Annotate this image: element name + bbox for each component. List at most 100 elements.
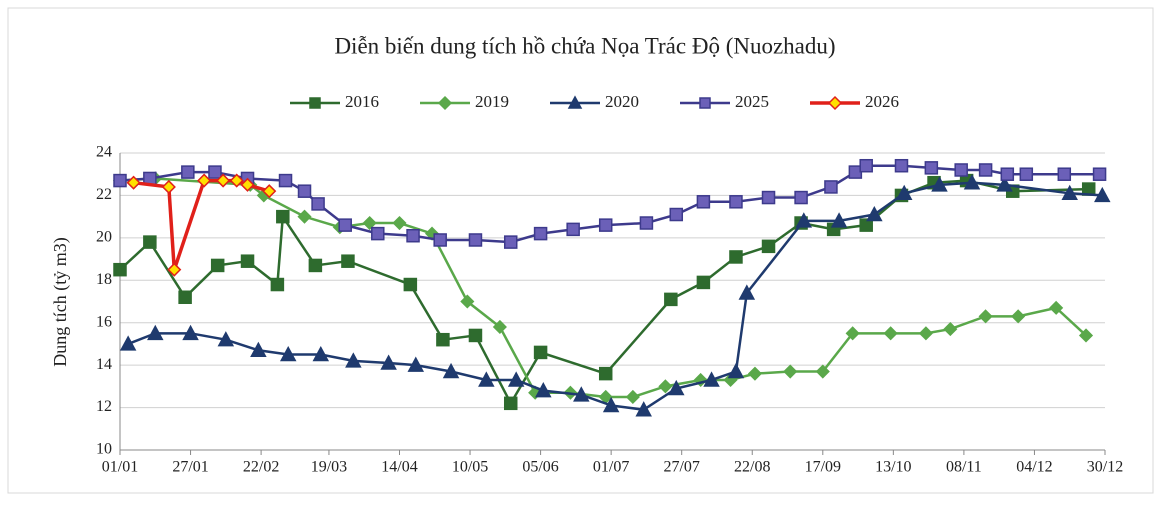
marker bbox=[362, 215, 377, 231]
marker bbox=[866, 205, 883, 222]
marker bbox=[468, 328, 483, 343]
marker bbox=[113, 173, 127, 188]
marker bbox=[403, 277, 418, 292]
marker bbox=[1061, 184, 1078, 201]
marker bbox=[827, 95, 843, 111]
marker bbox=[297, 209, 312, 224]
marker bbox=[978, 163, 993, 177]
marker bbox=[859, 158, 873, 173]
legend-label: 2026 bbox=[865, 92, 899, 111]
x-tick-label: 05/06 bbox=[522, 459, 558, 476]
series-line bbox=[127, 181, 1103, 411]
marker bbox=[312, 345, 330, 362]
marker bbox=[658, 379, 673, 394]
y-axis-label: Dung tích (tỷ m3) bbox=[50, 237, 71, 366]
x-tick-label: 19/03 bbox=[311, 459, 347, 476]
marker bbox=[217, 331, 235, 347]
x-tick-label: 13/10 bbox=[875, 459, 911, 476]
marker bbox=[664, 292, 678, 307]
marker bbox=[278, 173, 293, 188]
x-tick-label: 17/09 bbox=[805, 459, 841, 476]
marker bbox=[924, 161, 939, 175]
marker bbox=[1057, 167, 1072, 181]
marker bbox=[503, 396, 518, 411]
legend-label: 2020 bbox=[605, 92, 639, 111]
marker bbox=[492, 319, 507, 335]
marker bbox=[738, 284, 756, 300]
x-tick-label: 01/01 bbox=[102, 459, 138, 476]
marker bbox=[436, 332, 450, 347]
marker bbox=[602, 396, 620, 413]
marker bbox=[567, 95, 583, 109]
marker bbox=[533, 345, 548, 360]
marker bbox=[535, 382, 552, 398]
marker bbox=[208, 165, 222, 179]
marker bbox=[1000, 167, 1015, 181]
legend-label: 2016 bbox=[345, 92, 379, 111]
marker bbox=[598, 218, 613, 232]
marker bbox=[240, 254, 255, 268]
y-tick-label: 14 bbox=[96, 356, 112, 373]
marker bbox=[279, 345, 297, 362]
marker bbox=[729, 195, 743, 209]
marker bbox=[1092, 167, 1107, 181]
marker bbox=[1094, 186, 1111, 203]
marker bbox=[181, 165, 195, 179]
marker bbox=[309, 97, 321, 109]
x-tick-label: 27/07 bbox=[663, 459, 699, 476]
marker bbox=[167, 262, 182, 277]
x-tick-label: 27/01 bbox=[172, 459, 208, 476]
marker bbox=[703, 371, 720, 387]
marker bbox=[727, 362, 745, 379]
marker bbox=[894, 158, 909, 173]
marker bbox=[113, 262, 127, 277]
marker bbox=[392, 215, 407, 231]
marker bbox=[229, 173, 244, 188]
marker bbox=[747, 366, 763, 381]
marker bbox=[669, 207, 684, 222]
marker bbox=[119, 335, 137, 351]
marker bbox=[639, 216, 654, 230]
marker bbox=[311, 197, 325, 211]
marker bbox=[216, 173, 231, 188]
y-tick-label: 10 bbox=[96, 441, 112, 458]
marker bbox=[573, 386, 590, 402]
marker bbox=[761, 190, 776, 205]
marker bbox=[197, 173, 212, 188]
x-tick-label: 30/12 bbox=[1087, 459, 1123, 476]
marker bbox=[918, 326, 933, 341]
marker bbox=[407, 356, 425, 372]
marker bbox=[963, 174, 981, 190]
chart-title: Diễn biến dung tích hồ chứa Nọa Trác Độ … bbox=[334, 33, 835, 58]
marker bbox=[815, 364, 830, 379]
marker bbox=[345, 352, 362, 368]
marker bbox=[978, 309, 993, 324]
marker bbox=[696, 275, 711, 290]
marker bbox=[729, 250, 743, 264]
marker bbox=[795, 212, 813, 228]
marker bbox=[943, 322, 958, 337]
y-tick-label: 20 bbox=[96, 229, 112, 246]
y-tick-label: 16 bbox=[96, 313, 112, 330]
marker bbox=[635, 401, 652, 417]
marker bbox=[182, 324, 199, 341]
marker bbox=[338, 218, 352, 232]
marker bbox=[1011, 309, 1026, 324]
marker bbox=[598, 366, 613, 381]
marker bbox=[503, 235, 518, 249]
marker bbox=[696, 195, 711, 209]
marker bbox=[270, 277, 285, 292]
y-tick-label: 22 bbox=[96, 186, 112, 203]
marker bbox=[1078, 328, 1094, 343]
x-tick-label: 08/11 bbox=[946, 459, 982, 476]
y-tick-label: 12 bbox=[96, 398, 112, 415]
marker bbox=[478, 371, 495, 387]
marker bbox=[262, 184, 277, 199]
x-tick-label: 04/12 bbox=[1016, 459, 1052, 476]
marker bbox=[406, 228, 420, 243]
marker bbox=[625, 389, 640, 405]
marker bbox=[883, 326, 898, 341]
marker bbox=[566, 222, 580, 237]
marker bbox=[794, 190, 808, 205]
